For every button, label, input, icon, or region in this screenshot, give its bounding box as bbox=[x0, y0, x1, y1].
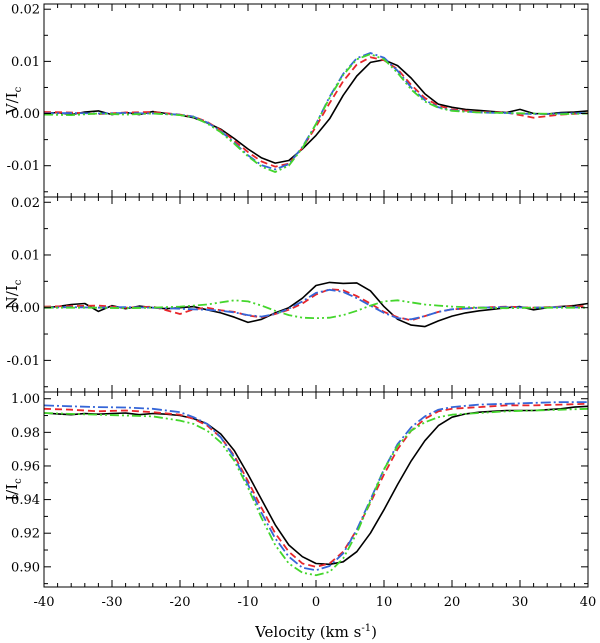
x-tick-label: -40 bbox=[34, 595, 55, 610]
series-line-4 bbox=[44, 407, 588, 577]
x-tick-label: -30 bbox=[102, 595, 123, 610]
panel-middle: 0.02 0.01 0.00 -0.01 N/Ic bbox=[3, 196, 589, 393]
x-tick-label: 30 bbox=[512, 595, 529, 610]
y-tick-label: 0.96 bbox=[11, 459, 40, 474]
y-tick-label: 0.01 bbox=[11, 248, 40, 263]
x-tick-label: 20 bbox=[444, 595, 461, 610]
series-group bbox=[44, 401, 588, 577]
x-axis-label: Velocity (km s-1) bbox=[254, 623, 377, 641]
y-tick-label: 0.00 bbox=[11, 107, 40, 122]
series-group bbox=[44, 52, 588, 173]
series-line-3 bbox=[44, 52, 588, 171]
y-axis-label: I/Ic bbox=[3, 478, 24, 501]
y-tick-label: -0.01 bbox=[7, 354, 40, 369]
panel-bottom: 1.00 0.98 0.96 0.94 0.92 0.90 -40 -30 -20 -10 0 10 2… bbox=[3, 391, 597, 641]
series-line-3 bbox=[44, 401, 588, 572]
y-tick-label: 0.94 bbox=[11, 493, 40, 508]
y-tick-label: 0.92 bbox=[11, 527, 40, 542]
x-tick-label: 0 bbox=[312, 595, 320, 610]
x-tick-label: -10 bbox=[238, 595, 259, 610]
y-tick-label: 0.00 bbox=[11, 301, 40, 316]
series-line-1 bbox=[44, 59, 588, 164]
x-tick-label: 40 bbox=[580, 595, 597, 610]
y-tick-label: 0.98 bbox=[11, 426, 40, 441]
axes-frame bbox=[43, 391, 589, 588]
panel-top: 0.02 0.01 0.00 -0.01 V/Ic bbox=[3, 3, 589, 198]
x-tick-label: -20 bbox=[170, 595, 191, 610]
y-tick-label: 1.00 bbox=[11, 392, 40, 407]
series-line-1 bbox=[44, 405, 588, 566]
series-line-2 bbox=[44, 288, 588, 322]
y-tick-label: 0.90 bbox=[11, 560, 40, 575]
y-axis-label: N/Ic bbox=[3, 279, 24, 309]
axes-frame bbox=[43, 3, 589, 198]
series-line-2 bbox=[44, 56, 588, 168]
y-tick-label: 0.02 bbox=[11, 3, 40, 18]
y-tick-label: 0.02 bbox=[11, 196, 40, 211]
y-tick-label: -0.01 bbox=[7, 159, 40, 174]
x-tick-label: 10 bbox=[376, 595, 393, 610]
series-line-3 bbox=[44, 288, 588, 321]
series-line-2 bbox=[44, 402, 588, 568]
series-line-1 bbox=[44, 281, 588, 328]
y-axis-label: V/Ic bbox=[3, 86, 24, 115]
series-group bbox=[44, 281, 588, 328]
y-tick-label: 0.01 bbox=[11, 55, 40, 70]
series-line-4 bbox=[44, 299, 588, 320]
series-line-4 bbox=[44, 53, 588, 173]
